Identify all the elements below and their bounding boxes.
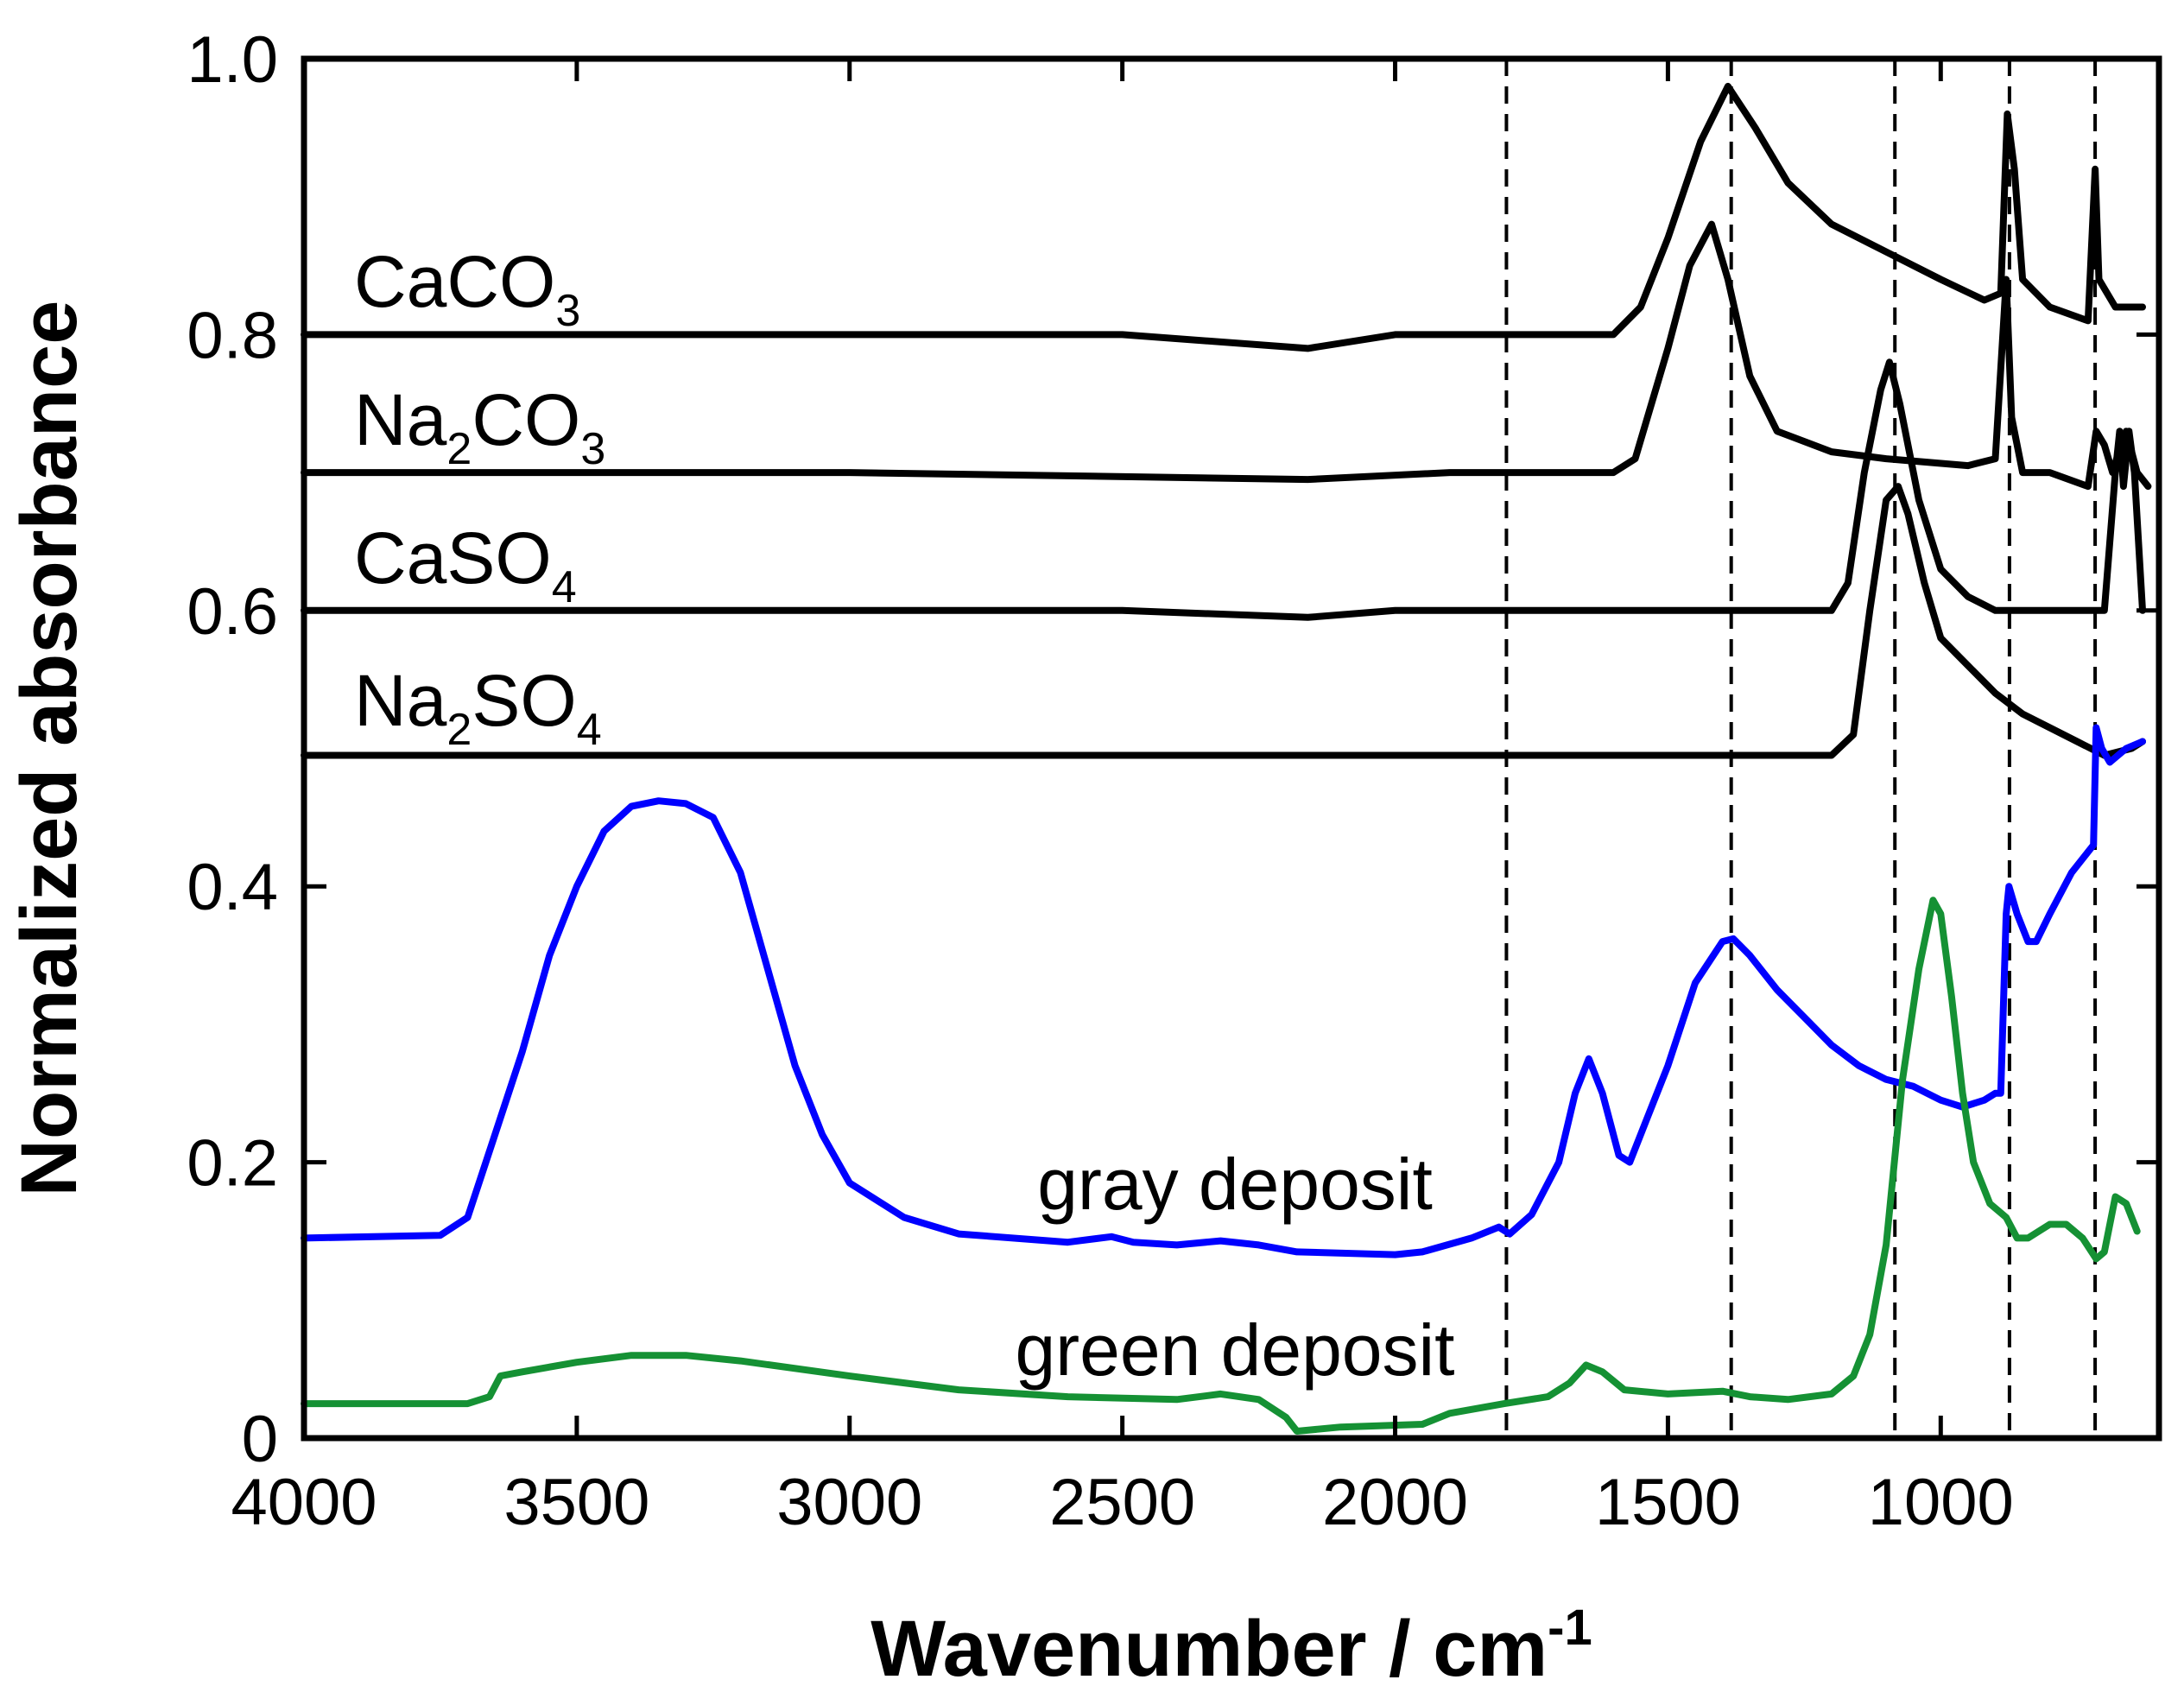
series-label-sub: 2 (446, 705, 472, 755)
series-line (301, 358, 2146, 621)
y-axis-title: Normalized absorbance (5, 301, 93, 1197)
series-label-sub: 3 (555, 286, 580, 336)
series-line (301, 724, 2146, 1258)
y-tick-label: 1.0 (187, 23, 278, 97)
y-tick-label: 0.2 (187, 1127, 278, 1201)
series-label: Na2SO4 (354, 660, 602, 755)
x-tick-label: 1500 (1595, 1466, 1741, 1539)
plot-frame (301, 55, 2162, 1442)
x-axis-title-sup: -1 (1548, 1600, 1592, 1656)
series-label-main: green deposit (1015, 1309, 1454, 1391)
x-tick-label: 2500 (1049, 1466, 1195, 1539)
y-tick-label: 0 (242, 1403, 278, 1476)
series-label-main: gray deposit (1037, 1144, 1433, 1225)
reference-dashed-lines (1504, 59, 2098, 1438)
series-label: gray deposit (1037, 1144, 1433, 1225)
y-tick-label: 0.8 (187, 299, 278, 372)
series-label: green deposit (1015, 1309, 1454, 1391)
x-axis-ticks: 4000 3500 3000 2500 2000 1500 1000 (231, 59, 2014, 1539)
x-tick-label: 1000 (1868, 1466, 2014, 1539)
y-axis-ticks: 0 0.2 0.4 0.6 0.8 1.0 (187, 23, 2159, 1476)
series-label-sub: 4 (552, 562, 577, 612)
series-label: CaCO3 (354, 241, 580, 336)
series-label-main2: CO (472, 379, 580, 460)
x-tick-label: 3000 (776, 1466, 922, 1539)
x-axis-title-text: Wavenumber / cm (870, 1605, 1548, 1693)
series-line (301, 82, 2146, 352)
series-line (301, 483, 2146, 759)
y-tick-label: 0.4 (187, 851, 278, 924)
series-label: Na2CO3 (354, 379, 605, 474)
x-tick-label: 4000 (231, 1466, 377, 1539)
x-tick-label: 2000 (1322, 1466, 1468, 1539)
series-label-main: Na (354, 379, 447, 460)
series-label-main: Na (354, 660, 447, 741)
spectra-series (301, 82, 2152, 1435)
series-label-main: CaCO (354, 241, 555, 322)
series-line (301, 220, 2152, 491)
series-label: CaSO4 (354, 517, 577, 612)
series-label-main: CaSO (354, 517, 552, 599)
series-label-sub2: 3 (580, 424, 605, 474)
series-label-main2: SO (472, 660, 576, 741)
series-line (301, 897, 2141, 1435)
x-axis-title: Wavenumber / cm-1 (870, 1600, 1592, 1693)
y-tick-label: 0.6 (187, 575, 278, 649)
x-tick-label: 3500 (503, 1466, 649, 1539)
series-label-sub: 2 (446, 424, 472, 474)
series-label-sub2: 4 (577, 705, 602, 755)
